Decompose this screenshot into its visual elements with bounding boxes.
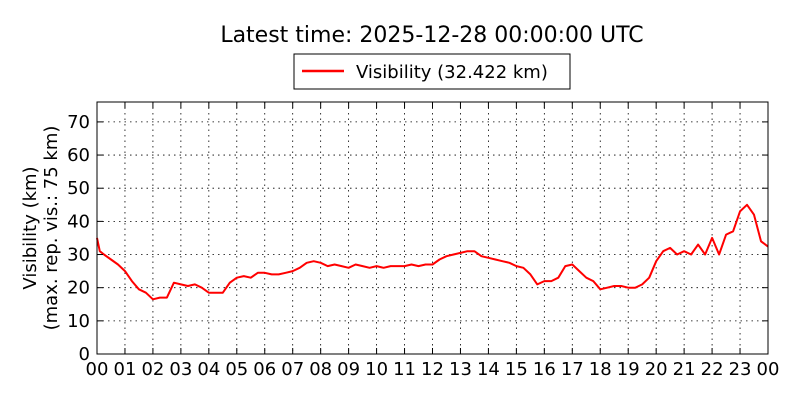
legend-label: Visibility (32.422 km): [356, 62, 548, 83]
y-tick-label: 60: [67, 145, 90, 166]
y-axis-label-line2: (max. rep. vis.: 75 km): [41, 126, 62, 331]
x-tick-label: 16: [533, 359, 556, 380]
y-tick-label: 0: [79, 344, 90, 365]
x-tick-label: 07: [281, 359, 304, 380]
x-tick-label: 21: [673, 359, 696, 380]
y-tick-label: 30: [67, 245, 90, 266]
x-tick-label: 10: [365, 359, 388, 380]
series-layer: [96, 203, 769, 301]
x-tick-label: 23: [729, 359, 752, 380]
x-tick-label: 15: [505, 359, 528, 380]
x-tick-label: 11: [393, 359, 416, 380]
x-tick-label: 17: [561, 359, 584, 380]
y-tick-label: 10: [67, 311, 90, 332]
x-tick-label: 02: [141, 359, 164, 380]
y-tick-label: 50: [67, 178, 90, 199]
grid: [97, 102, 768, 354]
y-axis-label-line1: Visibility (km): [20, 166, 41, 289]
x-tick-label: 13: [449, 359, 472, 380]
x-tick-label: 00: [86, 359, 109, 380]
x-tick-label: 19: [617, 359, 640, 380]
x-tick-label: 01: [114, 359, 137, 380]
chart-title: Latest time: 2025-12-28 00:00:00 UTC: [220, 23, 643, 48]
x-tick-label: 05: [225, 359, 248, 380]
y-tick-label: 40: [67, 211, 90, 232]
x-tick-label: 18: [589, 359, 612, 380]
x-tick-label: 14: [477, 359, 500, 380]
x-tick-label: 04: [197, 359, 220, 380]
series-line-visibility: [96, 203, 769, 301]
x-tick-label: 00: [757, 359, 780, 380]
x-tick-label: 12: [421, 359, 444, 380]
y-tick-label: 20: [67, 278, 90, 299]
x-tick-label: 08: [309, 359, 332, 380]
x-tick-label: 22: [701, 359, 724, 380]
x-tick-label: 06: [253, 359, 276, 380]
y-tick-label: 70: [67, 112, 90, 133]
x-tick-label: 20: [645, 359, 668, 380]
x-tick-label: 03: [169, 359, 192, 380]
legend: Visibility (32.422 km): [293, 53, 571, 90]
plot-frame: [96, 101, 769, 355]
x-tick-label: 09: [337, 359, 360, 380]
